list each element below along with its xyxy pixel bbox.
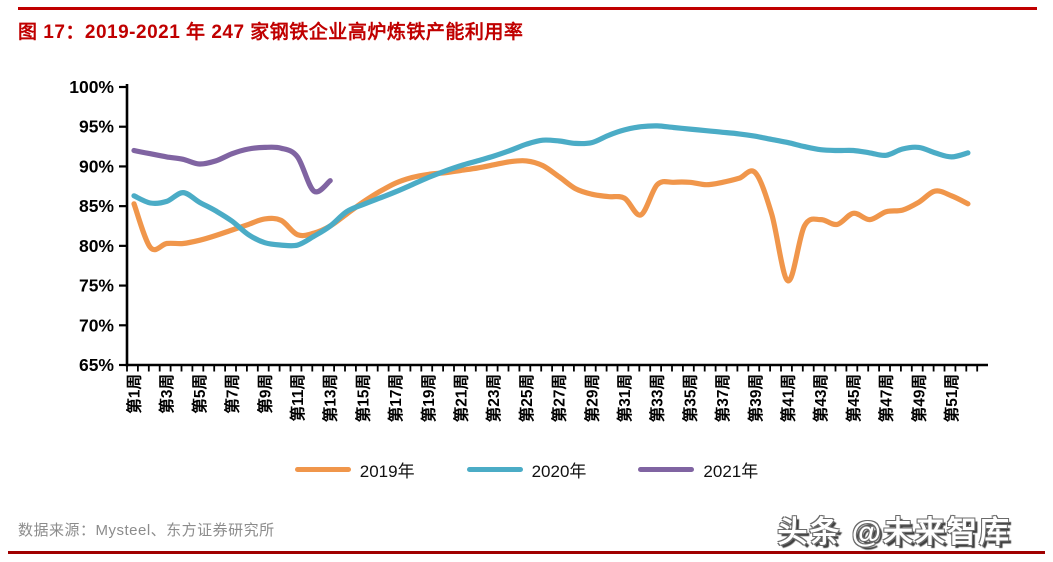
- y-axis-tick-label: 70%: [79, 315, 114, 335]
- x-axis-tick-label: 第11周: [288, 374, 307, 421]
- legend-line-swatch: [638, 467, 695, 472]
- legend-line-swatch: [294, 467, 351, 472]
- x-axis-tick-label: 第41周: [779, 374, 798, 422]
- chart-title: 图 17：2019-2021 年 247 家钢铁企业高炉炼铁产能利用率: [18, 22, 524, 43]
- y-axis-tick-label: 90%: [79, 156, 114, 176]
- chart-legend: 2019年 2020年 2021年: [0, 457, 1053, 482]
- x-axis-tick-label: 第47周: [877, 374, 896, 422]
- x-axis-tick-label: 第23周: [484, 374, 503, 422]
- x-axis-tick-label: 第1周: [125, 374, 144, 414]
- x-axis-tick-label: 第15周: [353, 374, 372, 422]
- x-axis-tick-label: 第37周: [713, 374, 732, 422]
- legend-label: 2020年: [531, 462, 587, 481]
- x-axis-tick-label: 第7周: [223, 374, 242, 414]
- legend-item-2019年: 2019年: [294, 457, 415, 482]
- x-axis-tick-label: 第21周: [452, 374, 471, 422]
- x-axis-tick-label: 第5周: [190, 374, 209, 414]
- watermark-text: 头条 @未来智库: [777, 516, 1011, 549]
- legend-label: 2021年: [703, 462, 759, 481]
- x-axis-tick-label: 第25周: [517, 374, 536, 422]
- x-axis-tick-label: 第19周: [419, 374, 438, 422]
- y-axis-tick-label: 65%: [79, 355, 114, 375]
- x-axis-tick-label: 第29周: [582, 374, 601, 422]
- series-line-2019年: [131, 158, 971, 284]
- y-axis-tick-label: 75%: [79, 276, 114, 296]
- y-axis-tick-label: 100%: [69, 77, 114, 97]
- x-axis-tick-label: 第51周: [942, 374, 961, 422]
- top-accent-rule: [18, 7, 1037, 10]
- series-line-2021年: [131, 144, 333, 195]
- legend-line-swatch: [466, 467, 523, 472]
- data-source-note: 数据来源：Mysteel、东方证券研究所: [18, 522, 275, 539]
- legend-label: 2019年: [359, 462, 415, 481]
- x-axis-tick-label: 第35周: [680, 374, 699, 422]
- x-axis-tick-label: 第49周: [909, 374, 928, 422]
- series-line-2020年: [131, 123, 971, 249]
- x-axis-tick-label: 第17周: [386, 374, 405, 422]
- x-axis-tick-label: 第13周: [321, 374, 340, 422]
- x-axis-tick-label: 第9周: [255, 374, 274, 414]
- y-axis-tick-label: 85%: [79, 196, 114, 216]
- x-axis-tick-label: 第45周: [844, 374, 863, 422]
- bottom-accent-rule: [8, 551, 1045, 554]
- x-axis-tick-label: 第27周: [550, 374, 569, 422]
- y-axis-tick-label: 95%: [79, 117, 114, 137]
- x-axis-tick-label: 第3周: [157, 374, 176, 414]
- y-axis-tick-label: 80%: [79, 236, 114, 256]
- legend-item-2020年: 2020年: [466, 457, 587, 482]
- x-axis-tick-label: 第43周: [811, 374, 830, 422]
- legend-item-2021年: 2021年: [638, 457, 758, 482]
- x-axis-tick-label: 第33周: [648, 374, 667, 422]
- x-axis-tick-label: 第31周: [615, 374, 634, 422]
- x-axis-tick-label: 第39周: [746, 374, 765, 422]
